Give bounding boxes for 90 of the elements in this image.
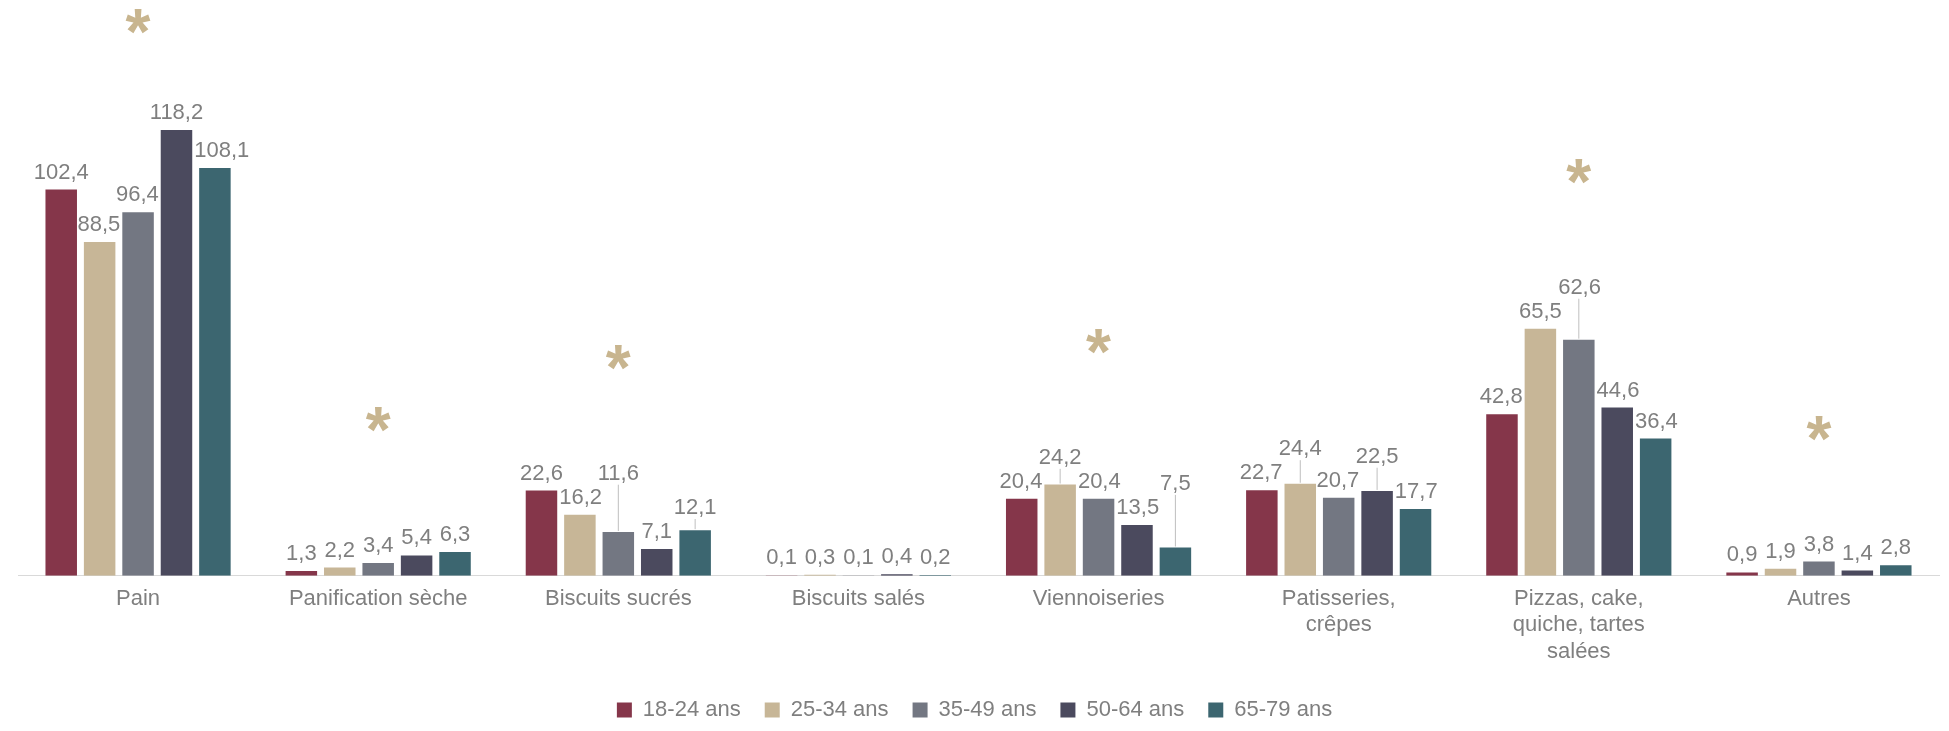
bar xyxy=(1159,547,1192,576)
bar xyxy=(1803,561,1835,576)
legend-label: 18-24 ans xyxy=(642,696,741,722)
data-label: 36,4 xyxy=(1634,407,1678,433)
data-label: 102,4 xyxy=(33,158,89,184)
bar xyxy=(1322,497,1355,576)
bar xyxy=(1361,490,1393,576)
data-label: 6,3 xyxy=(439,521,471,547)
annotation: * xyxy=(1086,316,1112,389)
annotation: * xyxy=(125,0,151,68)
data-label: 0,3 xyxy=(804,543,836,569)
data-label: 108,1 xyxy=(194,137,250,163)
bar xyxy=(1284,483,1317,576)
data-label: 65,5 xyxy=(1518,297,1562,323)
bar xyxy=(122,212,154,576)
data-label: 3,8 xyxy=(1803,530,1835,556)
data-label: 1,4 xyxy=(1842,539,1873,565)
data-label: 118,2 xyxy=(149,99,204,125)
bar xyxy=(1486,414,1518,576)
bar xyxy=(1639,438,1672,576)
data-label: 2,2 xyxy=(324,536,356,562)
annotation: * xyxy=(365,393,391,466)
bar xyxy=(83,241,116,576)
bar xyxy=(1082,498,1115,576)
data-label: 22,5 xyxy=(1355,442,1399,468)
bar xyxy=(1044,484,1076,576)
data-label: 24,4 xyxy=(1278,435,1322,461)
legend-label: 25-34 ans xyxy=(790,696,889,722)
x-tick-label: Biscuits salés xyxy=(791,585,926,611)
data-label: 0,1 xyxy=(766,544,797,570)
data-label: 2,8 xyxy=(1880,534,1912,560)
data-label: 42,8 xyxy=(1479,383,1523,409)
legend-label: 35-49 ans xyxy=(938,696,1037,722)
bar xyxy=(45,189,77,576)
x-tick-label: Autres xyxy=(1787,585,1851,611)
annotation: * xyxy=(1806,403,1832,476)
bar xyxy=(1246,490,1278,576)
data-label: 88,5 xyxy=(77,211,121,237)
x-tick-label: Biscuits sucrés xyxy=(544,585,692,611)
bar xyxy=(1005,498,1038,576)
data-label: 0,1 xyxy=(843,544,874,570)
data-label: 17,7 xyxy=(1394,478,1438,504)
annotation: * xyxy=(605,332,631,405)
data-label: 1,3 xyxy=(286,539,317,565)
bar xyxy=(199,168,231,576)
bar xyxy=(564,514,596,576)
data-label: 13,5 xyxy=(1116,493,1160,519)
bar xyxy=(439,552,471,576)
x-tick-label: Patisseries, crêpes xyxy=(1281,585,1396,637)
data-label: 62,6 xyxy=(1558,273,1601,299)
data-label: 16,2 xyxy=(559,483,603,509)
x-tick-label: Pain xyxy=(116,585,161,611)
data-label: 22,6 xyxy=(520,459,563,485)
data-label: 44,6 xyxy=(1596,376,1640,402)
bar xyxy=(640,549,673,576)
data-label: 3,4 xyxy=(362,532,394,558)
data-label: 20,4 xyxy=(1077,467,1121,493)
bar xyxy=(679,530,711,576)
legend-label: 50-64 ans xyxy=(1086,696,1185,722)
data-label: 1,9 xyxy=(1765,537,1796,563)
data-label: 20,4 xyxy=(999,467,1043,493)
bar xyxy=(1726,572,1758,576)
bar xyxy=(1399,509,1432,576)
bar xyxy=(1563,339,1595,576)
bar xyxy=(1880,565,1912,576)
data-label: 24,2 xyxy=(1038,443,1082,469)
x-tick-label: Pizzas, cake, quiche, tartes salées xyxy=(1512,585,1645,663)
data-label: 0,4 xyxy=(881,543,913,569)
data-label: 96,4 xyxy=(115,181,159,207)
bar xyxy=(400,555,433,576)
data-label: 22,7 xyxy=(1239,459,1283,485)
x-tick-label: Panification sèche xyxy=(288,585,468,611)
bar xyxy=(1524,328,1557,576)
data-label: 20,7 xyxy=(1316,466,1360,492)
bar xyxy=(362,562,394,576)
data-label: 0,2 xyxy=(919,544,951,570)
data-label: 11,6 xyxy=(597,459,639,485)
bar xyxy=(1121,524,1153,576)
legend-label: 65-79 ans xyxy=(1234,696,1333,722)
bar xyxy=(602,532,635,576)
data-label: 12,1 xyxy=(673,494,717,520)
bar xyxy=(160,129,193,576)
data-label: 7,5 xyxy=(1160,469,1191,495)
data-label: 0,9 xyxy=(1726,541,1758,567)
annotation: * xyxy=(1566,146,1592,219)
bar xyxy=(525,490,558,576)
data-label: 5,4 xyxy=(401,524,432,550)
data-label: 7,1 xyxy=(641,518,673,544)
x-tick-label: Viennoiseries xyxy=(1032,585,1165,611)
bar xyxy=(1601,407,1633,576)
